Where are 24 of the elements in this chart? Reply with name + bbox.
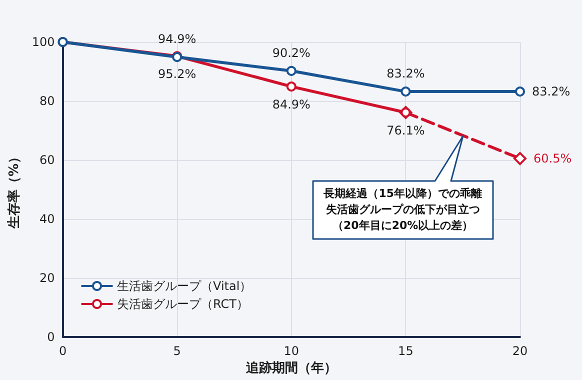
data-label: 76.1%	[386, 124, 425, 138]
y-tick-label: 60	[40, 153, 55, 167]
data-label: 94.9%	[158, 32, 196, 46]
y-tick-label: 20	[40, 271, 55, 285]
legend-label: 生活歯グループ（Vital）	[117, 279, 252, 293]
x-axis-title: 追跡期間（年）	[244, 360, 337, 376]
data-label: 60.5%	[534, 152, 572, 166]
x-tick-label: 0	[58, 344, 67, 358]
y-tick-label: 40	[40, 212, 55, 226]
y-tick-label: 80	[40, 94, 55, 108]
data-label: 84.9%	[272, 98, 310, 112]
data-label: 90.2%	[272, 46, 310, 60]
data-label: 95.2%	[158, 67, 196, 82]
y-axis-title: 生存率（%）	[6, 150, 22, 230]
x-tick-label: 15	[398, 344, 414, 358]
x-tick-label: 20	[512, 344, 528, 358]
annotation: 長期経過（15年以降）での乖離失活歯グループの低下が目立つ（20年目に20%以上の差）	[322, 186, 483, 234]
x-tick-label: 5	[173, 344, 181, 358]
legend-label: 失活歯グループ（RCT）	[117, 297, 248, 311]
data-label: 83.2%	[386, 66, 425, 81]
data-label: 83.2%	[532, 84, 570, 99]
y-tick-label: 0	[47, 330, 55, 344]
y-tick-label: 100	[32, 35, 55, 49]
x-tick-label: 10	[284, 344, 300, 358]
